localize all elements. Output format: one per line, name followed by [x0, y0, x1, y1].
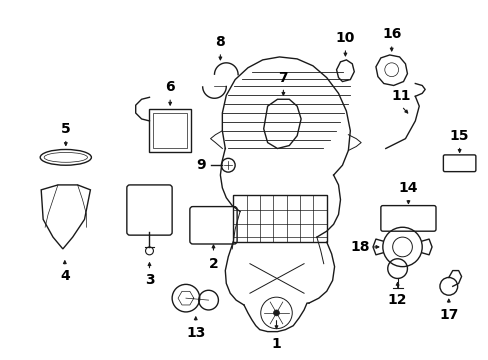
Bar — [149, 109, 190, 152]
Text: 18: 18 — [350, 240, 369, 254]
Text: 10: 10 — [335, 31, 354, 45]
Text: 9: 9 — [196, 158, 205, 172]
Text: 8: 8 — [215, 35, 225, 49]
Bar — [233, 195, 326, 242]
Circle shape — [273, 310, 279, 316]
Bar — [153, 113, 186, 148]
Text: 3: 3 — [144, 274, 154, 287]
Text: 7: 7 — [278, 71, 287, 85]
Text: 1: 1 — [271, 337, 281, 351]
Text: 5: 5 — [61, 122, 71, 136]
Text: 6: 6 — [165, 80, 175, 94]
Text: 2: 2 — [208, 257, 218, 271]
Text: 12: 12 — [387, 293, 407, 307]
Text: 14: 14 — [398, 181, 417, 195]
Text: 15: 15 — [449, 129, 468, 143]
Text: 13: 13 — [186, 325, 205, 339]
Text: 17: 17 — [438, 308, 458, 322]
Text: 4: 4 — [60, 270, 70, 283]
Text: 11: 11 — [391, 89, 410, 103]
Text: 16: 16 — [381, 27, 401, 41]
